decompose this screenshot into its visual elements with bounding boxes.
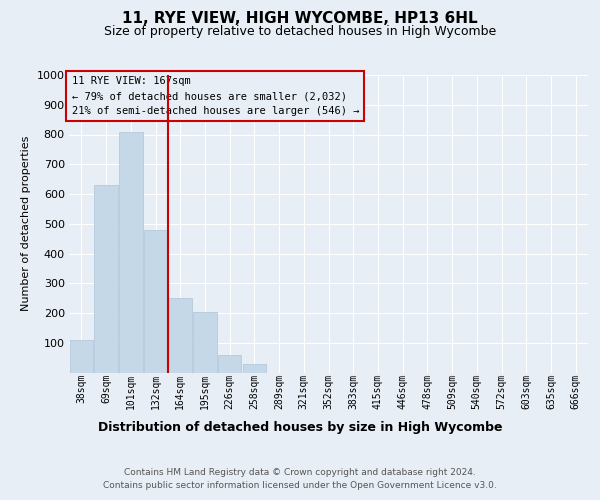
- Y-axis label: Number of detached properties: Number of detached properties: [21, 136, 31, 312]
- Bar: [169, 298, 192, 372]
- Text: 11, RYE VIEW, HIGH WYCOMBE, HP13 6HL: 11, RYE VIEW, HIGH WYCOMBE, HP13 6HL: [122, 11, 478, 26]
- Text: Size of property relative to detached houses in High Wycombe: Size of property relative to detached ho…: [104, 25, 496, 38]
- Bar: [144, 230, 167, 372]
- Bar: [94, 185, 118, 372]
- Text: 11 RYE VIEW: 167sqm
← 79% of detached houses are smaller (2,032)
21% of semi-det: 11 RYE VIEW: 167sqm ← 79% of detached ho…: [71, 76, 359, 116]
- Bar: [119, 132, 143, 372]
- Bar: [242, 364, 266, 372]
- Bar: [70, 340, 93, 372]
- Text: Contains HM Land Registry data © Crown copyright and database right 2024.: Contains HM Land Registry data © Crown c…: [124, 468, 476, 477]
- Text: Distribution of detached houses by size in High Wycombe: Distribution of detached houses by size …: [98, 421, 502, 434]
- Bar: [218, 354, 241, 372]
- Bar: [193, 312, 217, 372]
- Text: Contains public sector information licensed under the Open Government Licence v3: Contains public sector information licen…: [103, 482, 497, 490]
